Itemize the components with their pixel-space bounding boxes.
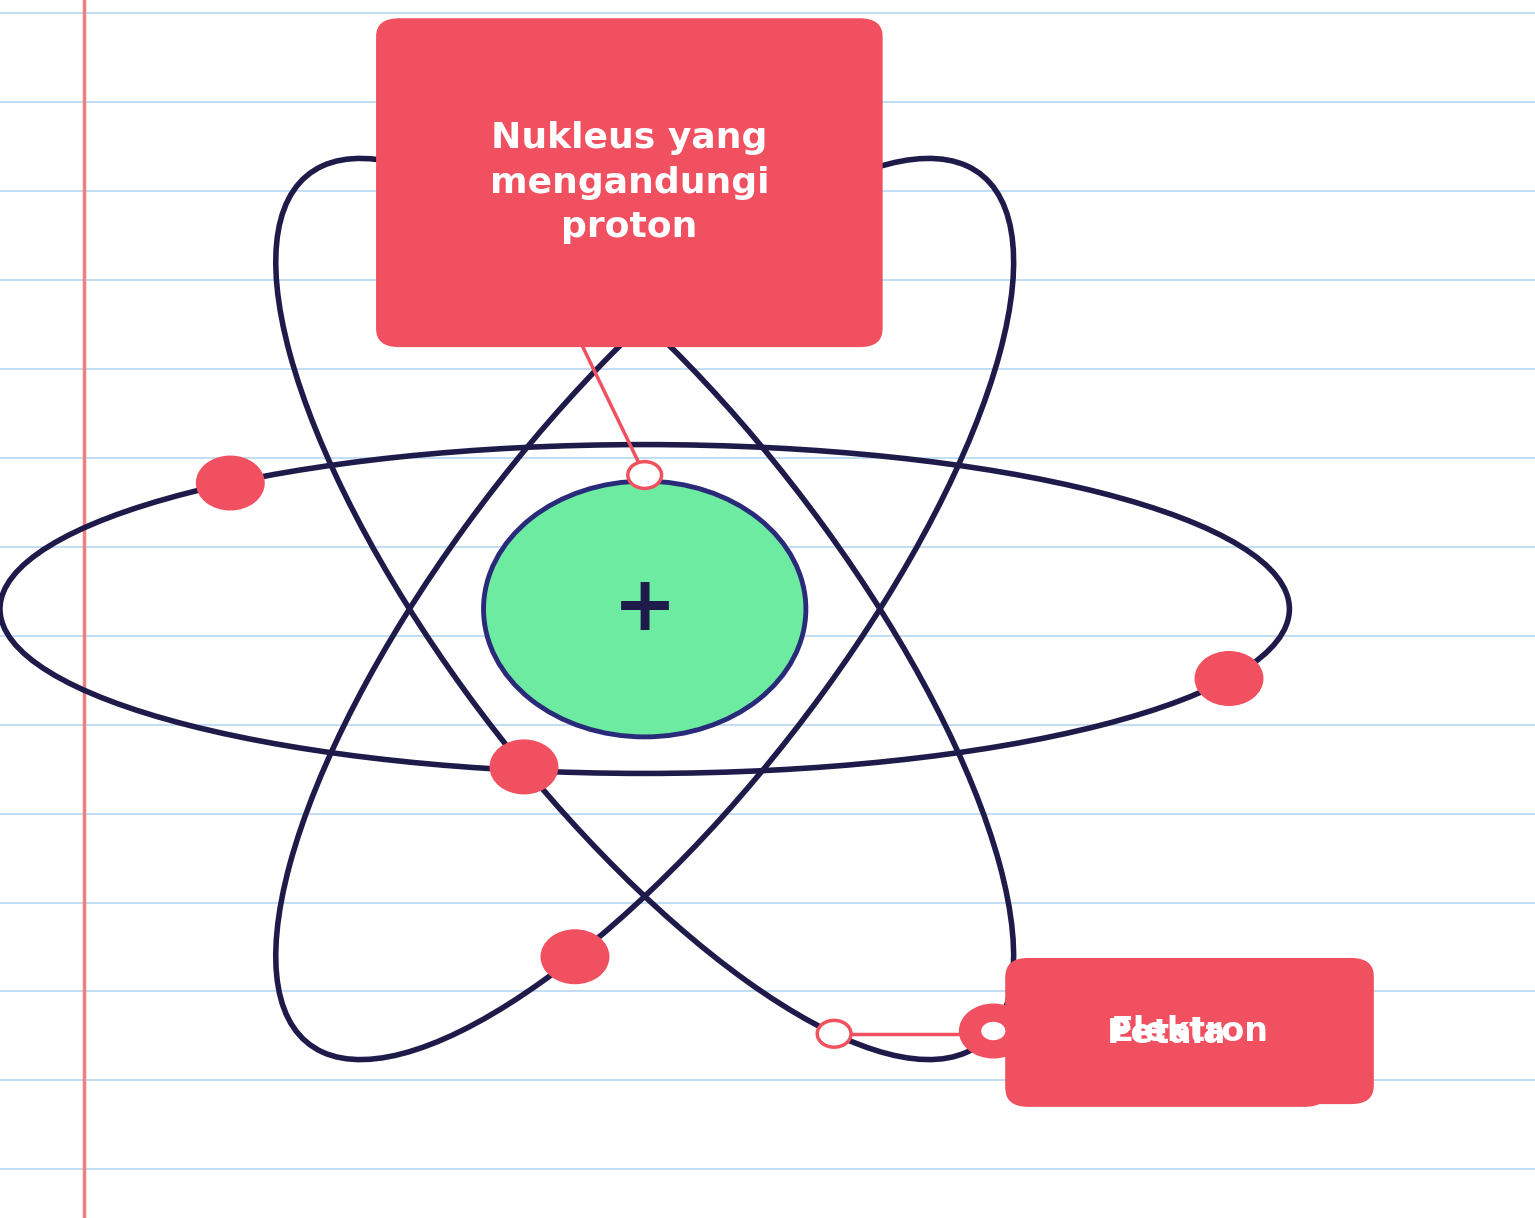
FancyBboxPatch shape [1005, 957, 1374, 1104]
Circle shape [484, 481, 806, 737]
Circle shape [628, 462, 662, 488]
Circle shape [979, 1019, 1007, 1041]
Circle shape [680, 234, 748, 287]
FancyBboxPatch shape [1005, 961, 1328, 1107]
Text: Petala: Petala [1107, 1017, 1226, 1050]
Text: Nukleus yang
mengandungi
proton: Nukleus yang mengandungi proton [490, 121, 769, 245]
Circle shape [817, 1021, 850, 1047]
Circle shape [1196, 652, 1263, 705]
Text: Elektron: Elektron [1111, 1015, 1268, 1047]
Circle shape [542, 931, 609, 984]
Circle shape [490, 741, 557, 794]
Text: +: + [612, 572, 677, 646]
Circle shape [196, 457, 264, 510]
Circle shape [959, 1004, 1027, 1057]
FancyBboxPatch shape [376, 18, 883, 347]
